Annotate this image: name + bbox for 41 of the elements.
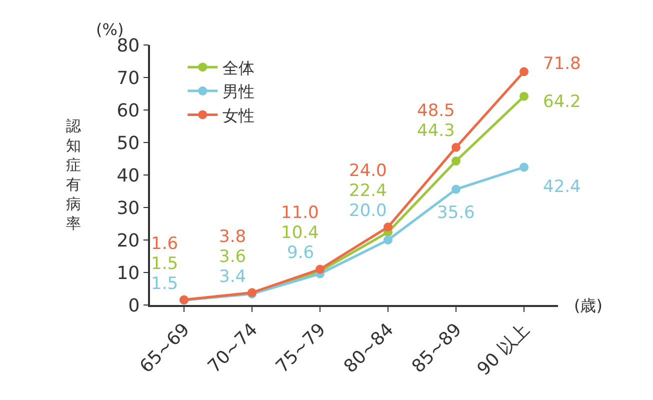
data-label: 1.5 (151, 274, 178, 294)
legend-label: 女性 (222, 106, 255, 125)
data-label: 1.6 (151, 234, 178, 254)
point (384, 236, 392, 244)
legend-label: 男性 (222, 82, 255, 102)
data-label: 1.5 (151, 254, 178, 274)
point (452, 142, 460, 152)
data-label: 64.2 (543, 92, 581, 112)
data-label: 9.6 (287, 243, 314, 263)
y-tick-label: 20 (116, 230, 140, 252)
y-tick-label: 70 (116, 68, 140, 89)
data-label: 22.4 (349, 181, 387, 201)
data-label: 44.3 (417, 121, 455, 141)
point (520, 67, 528, 76)
point (520, 92, 528, 101)
point (452, 184, 460, 194)
y-tick-label: 10 (116, 262, 140, 284)
y-tick-label: 60 (116, 100, 140, 122)
data-label: 10.4 (281, 223, 319, 243)
y-tick-label: 30 (116, 198, 140, 219)
y-tick-label: 50 (116, 132, 140, 154)
data-label: 35.6 (437, 203, 475, 223)
point (520, 162, 528, 172)
x-tick-label: 90 以上 (473, 319, 534, 380)
data-label: 11.0 (281, 203, 319, 223)
data-label: 24.0 (349, 161, 387, 181)
data-label: 20.0 (349, 201, 387, 221)
legend-label: 全体 (222, 58, 255, 78)
data-label: 3.6 (219, 247, 246, 267)
point (384, 222, 392, 232)
y-tick-label: 40 (116, 165, 140, 186)
data-label: 48.5 (417, 101, 455, 121)
data-label: 3.4 (219, 267, 246, 287)
data-label: 71.8 (543, 54, 581, 74)
x-axis-title: (歳) (574, 296, 602, 315)
text: (%) (96, 20, 124, 39)
y-tick-label: 0 (128, 295, 140, 316)
data-label: 42.4 (543, 177, 581, 197)
y-axis-title: 認知症有病率 (66, 117, 81, 232)
data-label: 3.8 (219, 227, 246, 247)
point (452, 156, 460, 166)
